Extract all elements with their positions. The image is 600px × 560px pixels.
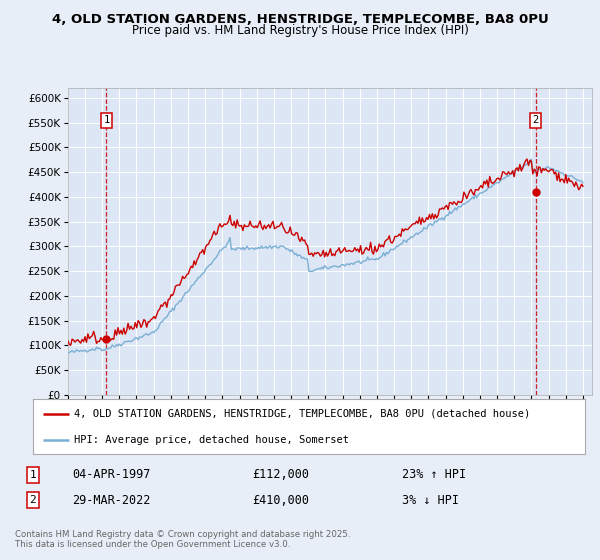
Text: 23% ↑ HPI: 23% ↑ HPI	[402, 468, 466, 482]
Text: 3% ↓ HPI: 3% ↓ HPI	[402, 493, 459, 507]
Text: 04-APR-1997: 04-APR-1997	[72, 468, 151, 482]
Text: 2: 2	[532, 115, 539, 125]
Text: 2: 2	[29, 495, 37, 505]
Text: Price paid vs. HM Land Registry's House Price Index (HPI): Price paid vs. HM Land Registry's House …	[131, 24, 469, 37]
Text: 4, OLD STATION GARDENS, HENSTRIDGE, TEMPLECOMBE, BA8 0PU: 4, OLD STATION GARDENS, HENSTRIDGE, TEMP…	[52, 13, 548, 26]
Text: 1: 1	[29, 470, 37, 480]
Text: £112,000: £112,000	[252, 468, 309, 482]
Text: £410,000: £410,000	[252, 493, 309, 507]
Text: 29-MAR-2022: 29-MAR-2022	[72, 493, 151, 507]
Text: 4, OLD STATION GARDENS, HENSTRIDGE, TEMPLECOMBE, BA8 0PU (detached house): 4, OLD STATION GARDENS, HENSTRIDGE, TEMP…	[74, 409, 530, 418]
Text: 1: 1	[103, 115, 110, 125]
Text: Contains HM Land Registry data © Crown copyright and database right 2025.
This d: Contains HM Land Registry data © Crown c…	[15, 530, 350, 549]
Text: HPI: Average price, detached house, Somerset: HPI: Average price, detached house, Some…	[74, 435, 349, 445]
